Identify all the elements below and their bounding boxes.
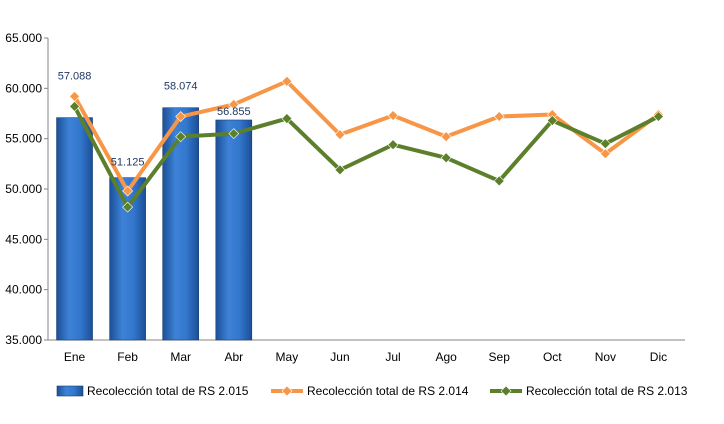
bar-value-label: 56.855 (217, 106, 251, 118)
bar-value-label: 51.125 (111, 157, 145, 169)
data-point (599, 138, 611, 150)
y-tick-label: 60.000 (5, 81, 42, 95)
x-tick-label: Ago (435, 350, 457, 364)
data-point (440, 131, 452, 143)
data-point (69, 101, 80, 112)
legend-item-line: Recolección total de RS 2.014 (271, 384, 469, 398)
x-tick-label: May (276, 350, 299, 364)
data-point (493, 111, 505, 122)
y-tick-label: 40.000 (5, 283, 42, 297)
x-tick-label: Jun (330, 350, 349, 364)
legend: Recolección total de RS 2.015 Recolección… (56, 384, 688, 398)
legend-marker (281, 385, 293, 397)
legend-item-line: Recolección total de RS 2.013 (490, 384, 688, 398)
x-tick-label: Jul (385, 350, 400, 364)
x-tick-label: Nov (595, 350, 616, 364)
data-point (334, 129, 346, 141)
x-tick-label: Mar (170, 350, 191, 364)
y-tick-label: 35.000 (5, 333, 42, 347)
bar-value-label: 58.074 (164, 81, 198, 93)
data-point (122, 201, 134, 213)
x-tick-label: Abr (224, 350, 243, 364)
legend-label: Recolección total de RS 2.015 (87, 384, 249, 398)
x-tick-label: Ene (64, 350, 86, 364)
y-tick-label: 65.000 (5, 31, 42, 45)
series-line (72, 105, 660, 210)
series-line (72, 79, 660, 194)
y-tick-label: 55.000 (5, 132, 42, 146)
y-tick-label: 50.000 (5, 182, 42, 196)
data-point (334, 164, 346, 176)
bar-series (56, 107, 253, 341)
axes: 35.000 40.000 45.000 50.000 55.000 60.000 65.0… (5, 31, 685, 364)
data-point (599, 148, 611, 160)
legend-marker (500, 385, 512, 397)
data-point (122, 185, 134, 197)
data-point (175, 131, 187, 143)
bar (215, 119, 253, 341)
data-point (281, 113, 293, 124)
data-point (228, 128, 240, 140)
data-point (281, 75, 293, 87)
data-labels: 57.088 51.125 58.074 56.855 (58, 71, 251, 169)
bar (162, 107, 200, 341)
legend-label: Recolección total de RS 2.014 (307, 384, 469, 398)
data-point (440, 152, 452, 164)
x-tick-label: Sep (489, 350, 511, 364)
data-point (493, 175, 505, 187)
x-tick-label: Feb (117, 350, 138, 364)
line-series (69, 101, 664, 213)
data-point (175, 111, 187, 122)
y-tick-label: 45.000 (5, 232, 42, 246)
line-series (69, 75, 664, 197)
data-point (546, 115, 558, 126)
x-tick-label: Oct (543, 350, 562, 364)
data-point (387, 110, 399, 121)
data-point (228, 99, 240, 110)
legend-swatch (56, 385, 84, 397)
bar-value-label: 57.088 (58, 71, 92, 83)
x-tick-label: Dic (650, 350, 667, 364)
legend-label: Recolección total de RS 2.013 (526, 384, 688, 398)
bar (56, 117, 93, 341)
line-series-group (69, 75, 664, 213)
data-point (387, 139, 399, 151)
data-point (653, 111, 664, 122)
legend-item-bar: Recolección total de RS 2.015 (56, 384, 249, 398)
